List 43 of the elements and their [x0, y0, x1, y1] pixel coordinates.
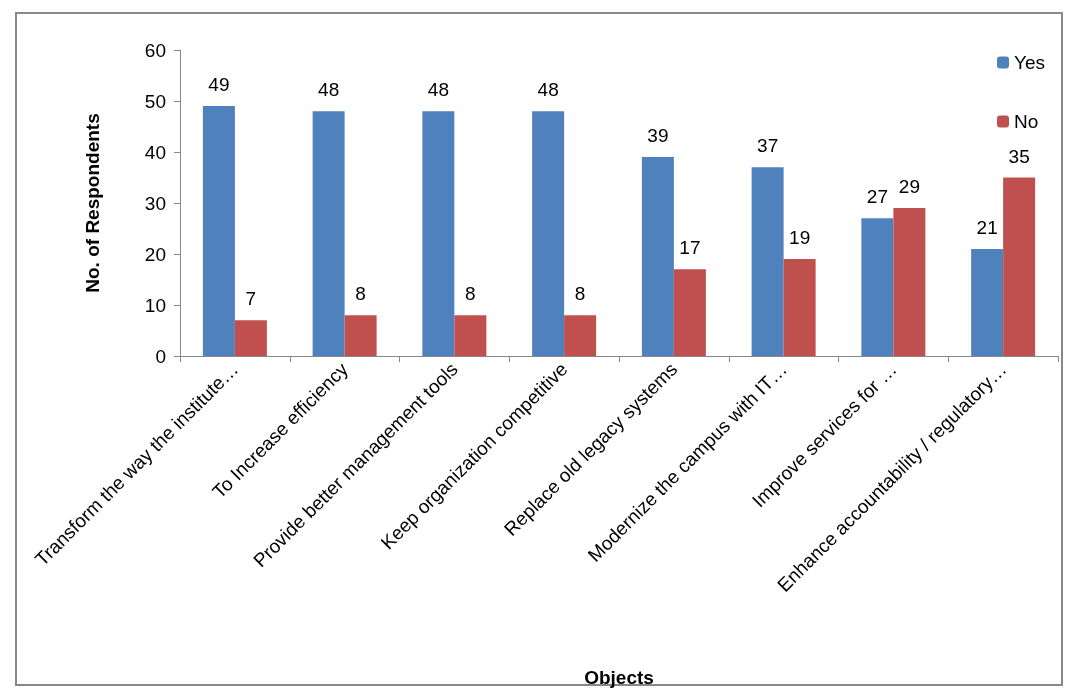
bar	[532, 111, 565, 356]
y-tick-label: 60	[144, 39, 166, 61]
bar	[783, 259, 816, 356]
data-label: 8	[574, 283, 586, 305]
legend-label: Yes	[1014, 52, 1045, 73]
data-label: 35	[1008, 145, 1030, 167]
data-label: 39	[647, 125, 669, 147]
data-label: 48	[537, 79, 559, 101]
data-label: 17	[679, 237, 701, 259]
x-axis-title: Objects	[584, 667, 654, 688]
bar	[971, 248, 1004, 356]
bar	[564, 315, 597, 356]
data-label: 29	[898, 176, 920, 198]
data-label: 49	[208, 74, 230, 96]
data-label: 27	[866, 186, 888, 208]
data-label: 8	[355, 283, 366, 305]
bar	[202, 106, 235, 356]
data-label: 48	[427, 79, 449, 101]
data-label: 48	[318, 79, 340, 101]
bar	[312, 111, 345, 356]
data-label: 21	[976, 216, 998, 238]
bar	[641, 157, 674, 356]
y-tick-label: 30	[144, 192, 166, 214]
data-label: 37	[757, 135, 779, 157]
y-tick-label: 50	[144, 90, 166, 112]
bar	[344, 315, 377, 356]
bar	[673, 269, 706, 356]
data-label: 19	[789, 227, 811, 249]
y-tick-label: 20	[144, 243, 166, 265]
data-label: 8	[465, 283, 476, 305]
bar	[893, 208, 926, 356]
y-axis-title: No. of Respondents	[82, 113, 103, 293]
bar	[861, 218, 894, 356]
bar	[751, 167, 784, 356]
bar	[234, 320, 267, 356]
y-tick-label: 40	[144, 141, 166, 163]
y-tick-label: 0	[155, 345, 166, 367]
data-label: 7	[245, 288, 257, 310]
bar	[422, 111, 455, 356]
bar	[1003, 177, 1036, 356]
y-tick-label: 10	[144, 294, 166, 316]
legend-label: No	[1014, 111, 1039, 132]
bar	[454, 315, 487, 356]
